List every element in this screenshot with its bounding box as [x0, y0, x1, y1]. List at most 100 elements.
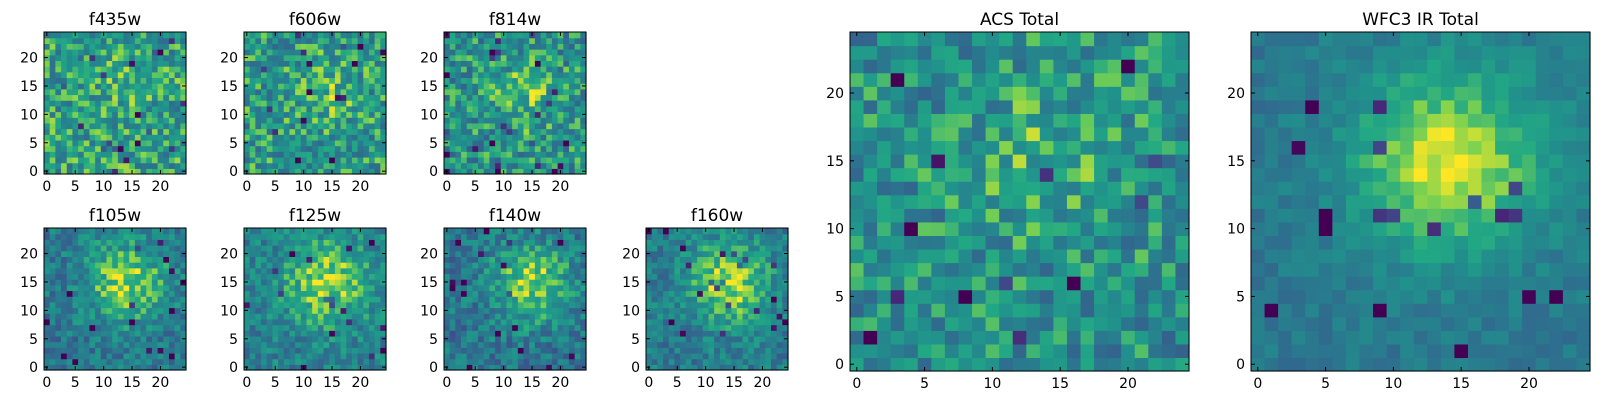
- heatmap-cell: [157, 313, 164, 320]
- heatmap-cell: [323, 139, 330, 147]
- heatmap-cell: [455, 296, 462, 303]
- heatmap-cell: [719, 318, 727, 326]
- heatmap-cell: [714, 290, 721, 297]
- heatmap-cell: [174, 250, 181, 257]
- heatmap-cell: [483, 111, 491, 118]
- x-tick-label: 20: [552, 179, 570, 195]
- heatmap-cell: [134, 88, 142, 96]
- heatmap-cell: [123, 301, 130, 309]
- heatmap-cell: [374, 145, 381, 152]
- heatmap-cell: [563, 156, 570, 164]
- heatmap-cell: [100, 111, 108, 118]
- heatmap-cell: [568, 262, 576, 269]
- heatmap-cell: [140, 313, 147, 320]
- heatmap-cell: [106, 347, 113, 354]
- heatmap-cell: [157, 162, 164, 169]
- heatmap-cell: [506, 250, 513, 257]
- heatmap-cell: [697, 324, 704, 331]
- heatmap-cell: [140, 122, 147, 130]
- heatmap-cell: [736, 250, 744, 257]
- heatmap-cell: [534, 94, 542, 101]
- heatmap-cell: [163, 145, 170, 152]
- heatmap-cell: [580, 262, 587, 269]
- heatmap-cell: [146, 330, 153, 337]
- heatmap-cell: [106, 262, 113, 269]
- heatmap-cell: [151, 341, 159, 348]
- heatmap-cell: [306, 71, 313, 79]
- heatmap-cell: [506, 330, 513, 337]
- heatmap-cell: [272, 318, 279, 326]
- heatmap-cell: [295, 139, 302, 147]
- heatmap-cell: [129, 239, 136, 246]
- heatmap-cell: [725, 313, 732, 320]
- heatmap-cell: [651, 324, 658, 331]
- heatmap-cell: [357, 145, 364, 152]
- heatmap-cell: [283, 233, 291, 240]
- heatmap-cell: [78, 262, 85, 269]
- heatmap-cell: [146, 301, 153, 309]
- heatmap-cell: [500, 100, 508, 107]
- heatmap-cell: [495, 54, 502, 61]
- heatmap-cell: [719, 301, 727, 309]
- heatmap-cell: [563, 100, 570, 107]
- heatmap-cell: [736, 256, 744, 263]
- heatmap-cell: [83, 233, 91, 240]
- heatmap-cell: [1148, 167, 1163, 182]
- heatmap-cell: [546, 162, 553, 169]
- heatmap-cell: [563, 284, 570, 292]
- heatmap-cell: [129, 145, 136, 152]
- heatmap-cell: [380, 330, 387, 337]
- heatmap-cell: [72, 267, 79, 275]
- heatmap-cell: [112, 88, 119, 96]
- heatmap-cell: [1039, 289, 1054, 304]
- heatmap-cell: [163, 250, 170, 257]
- heatmap-cell: [66, 94, 73, 101]
- heatmap-cell: [461, 364, 468, 371]
- heatmap-cell: [1148, 330, 1163, 345]
- heatmap-cell: [83, 245, 91, 252]
- heatmap-cell: [958, 154, 973, 169]
- heatmap-cell: [163, 162, 170, 169]
- heatmap-cell: [106, 122, 113, 130]
- heatmap-cell: [83, 83, 91, 90]
- heatmap-cell: [472, 307, 479, 314]
- heatmap-cell: [568, 88, 576, 96]
- heatmap-cell: [351, 49, 359, 56]
- heatmap-cell: [72, 296, 79, 303]
- heatmap-cell: [295, 279, 302, 286]
- heatmap-cell: [551, 296, 559, 303]
- heatmap-cell: [266, 239, 273, 246]
- heatmap-cell: [517, 37, 525, 44]
- heatmap-cell: [512, 111, 519, 118]
- heatmap-cell: [931, 316, 946, 331]
- heatmap-cell: [289, 335, 296, 343]
- heatmap-cell: [83, 105, 91, 113]
- heatmap-cell: [272, 245, 279, 252]
- heatmap-cell: [83, 301, 91, 309]
- heatmap-cell: [568, 134, 576, 141]
- heatmap-cell: [300, 122, 308, 130]
- heatmap-cell: [289, 134, 296, 141]
- heatmap-cell: [478, 250, 485, 257]
- heatmap-cell: [312, 94, 319, 101]
- heatmap-cell: [151, 117, 159, 124]
- heatmap-cell: [657, 245, 664, 252]
- y-tick-label: 20: [420, 51, 438, 67]
- heatmap-cell: [1134, 181, 1149, 196]
- heatmap-cell: [483, 60, 491, 67]
- heatmap-cell: [958, 316, 973, 331]
- heatmap-cell: [512, 313, 519, 320]
- heatmap-cell: [123, 105, 130, 113]
- heatmap-cell: [163, 37, 170, 44]
- heatmap-cell: [363, 134, 370, 141]
- heatmap-cell: [129, 347, 136, 354]
- heatmap-cell: [668, 347, 675, 354]
- heatmap-cell: [444, 77, 451, 84]
- heatmap-cell: [455, 134, 462, 141]
- heatmap-cell: [736, 364, 744, 371]
- heatmap-cell: [512, 245, 519, 252]
- heatmap-cell: [44, 156, 51, 164]
- heatmap-cell: [174, 341, 181, 348]
- heatmap-cell: [157, 71, 164, 79]
- heatmap-cell: [346, 250, 353, 257]
